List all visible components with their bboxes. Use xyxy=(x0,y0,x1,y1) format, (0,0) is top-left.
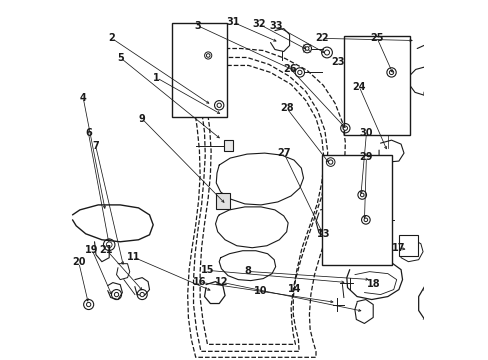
Circle shape xyxy=(114,292,119,297)
Bar xyxy=(171,23,226,117)
Text: 11: 11 xyxy=(126,252,140,262)
Text: 25: 25 xyxy=(370,33,383,43)
Circle shape xyxy=(86,302,91,307)
Text: 24: 24 xyxy=(352,82,365,92)
Circle shape xyxy=(388,70,393,75)
Circle shape xyxy=(206,54,209,57)
Bar xyxy=(215,193,229,209)
Circle shape xyxy=(140,292,144,297)
Text: 2: 2 xyxy=(108,33,115,43)
Text: 12: 12 xyxy=(214,277,227,287)
Text: 23: 23 xyxy=(330,57,344,67)
Circle shape xyxy=(433,76,438,81)
Bar xyxy=(398,235,417,256)
Circle shape xyxy=(360,193,363,197)
Text: 6: 6 xyxy=(85,129,92,138)
Text: 28: 28 xyxy=(280,103,293,113)
Bar xyxy=(223,140,232,151)
Text: 32: 32 xyxy=(252,19,265,29)
Text: 31: 31 xyxy=(226,17,239,27)
Text: 8: 8 xyxy=(244,266,251,276)
Text: 27: 27 xyxy=(277,148,290,158)
Text: 1: 1 xyxy=(153,73,160,83)
Text: 15: 15 xyxy=(201,265,214,275)
Text: 10: 10 xyxy=(253,286,267,296)
Text: 3: 3 xyxy=(194,21,201,31)
Text: 33: 33 xyxy=(269,21,282,31)
Text: 21: 21 xyxy=(100,245,113,255)
Text: 22: 22 xyxy=(314,33,327,43)
Circle shape xyxy=(217,103,221,107)
Text: 4: 4 xyxy=(80,93,86,103)
Bar xyxy=(343,36,409,135)
Circle shape xyxy=(343,126,347,130)
Circle shape xyxy=(324,50,329,55)
Circle shape xyxy=(305,47,308,50)
Text: 17: 17 xyxy=(391,243,405,253)
Circle shape xyxy=(297,70,302,75)
Text: 20: 20 xyxy=(72,257,85,267)
Circle shape xyxy=(328,160,332,164)
Text: 14: 14 xyxy=(287,284,301,294)
Text: 9: 9 xyxy=(139,114,145,124)
Text: 30: 30 xyxy=(359,129,372,138)
Circle shape xyxy=(364,218,367,222)
Text: 19: 19 xyxy=(85,245,99,255)
Text: 29: 29 xyxy=(359,152,372,162)
Text: 7: 7 xyxy=(92,141,99,151)
Bar xyxy=(321,155,391,265)
Text: 13: 13 xyxy=(316,229,329,239)
Text: 18: 18 xyxy=(366,279,380,289)
Text: 5: 5 xyxy=(117,53,124,63)
Text: 26: 26 xyxy=(283,64,297,74)
Text: 16: 16 xyxy=(193,277,206,287)
